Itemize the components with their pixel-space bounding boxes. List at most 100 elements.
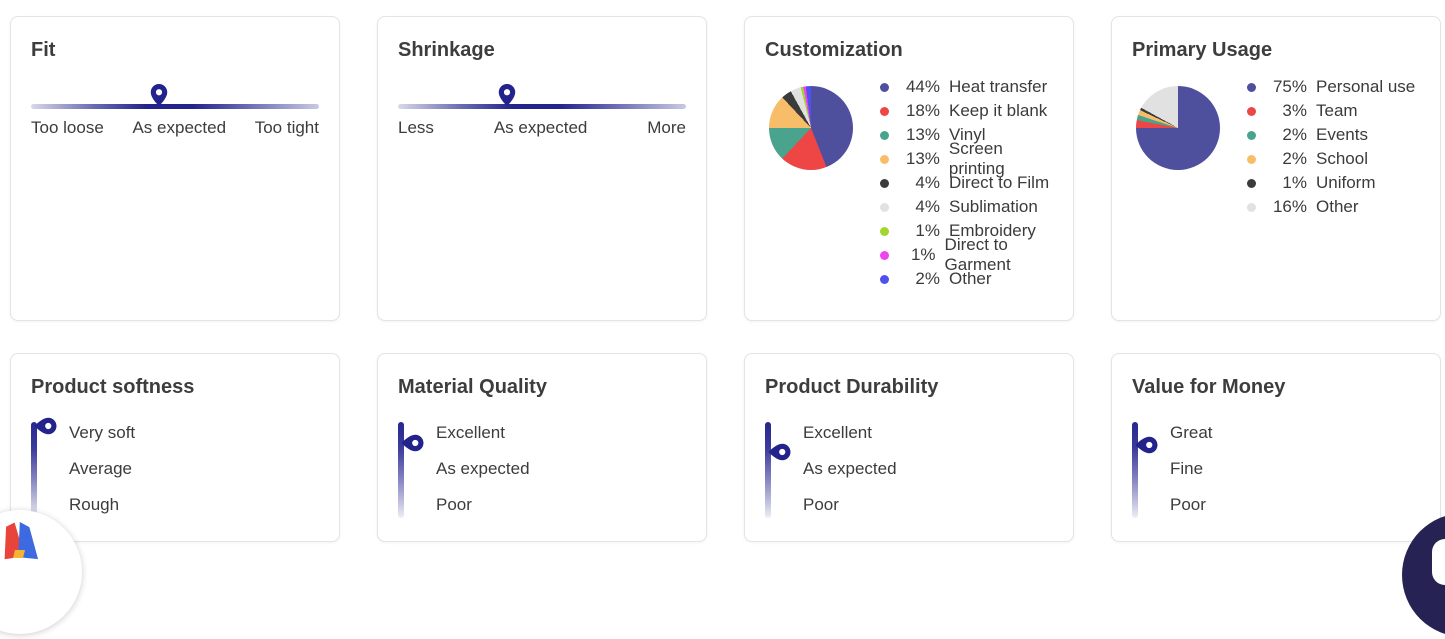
card-customization: Customization 44% Heat transfer 18% Keep it… [744,16,1074,321]
legend-dot-icon [880,178,889,188]
legend-percent: 4% [915,173,940,192]
card-title: Shrinkage [398,39,495,61]
legend-item: 2% School [1247,147,1415,171]
legend-item: 13% Screen printing [880,139,1063,178]
legend-percent: 4% [915,197,940,216]
slider-label-middle: Average [69,459,133,478]
slider-label-right: Too tight [254,118,319,137]
card-fit: Fit Too loose As expected Too tight [10,16,340,321]
legend-label: Personal use [1316,77,1416,96]
slider-label-middle: Fine [1170,459,1204,478]
legend-label: Team [1316,101,1358,120]
slider-track [31,422,37,518]
fit-slider: Too loose As expected Too tight [31,78,319,138]
marker-pin-icon [1135,436,1158,454]
primary-usage-pie-chart [1136,86,1220,170]
legend-percent: 44% [905,77,940,96]
brand-badge-button[interactable] [0,510,82,634]
legend-item: 44% Heat transfer [880,75,1063,99]
legend-dot-icon [1247,82,1256,92]
slider-label-top: Very soft [69,423,136,442]
marker-pin-icon [150,84,168,106]
slider-track [398,422,404,518]
marker-pin-icon [768,443,791,460]
card-product-softness: Product softness Very soft Average Rough [10,353,340,542]
legend-dot-icon [880,130,889,140]
durability-slider: Excellent As expected Poor [765,421,1053,523]
legend-item: 4% Sublimation [880,195,1063,219]
legend-label: Other [1316,197,1359,216]
legend-dot-icon [1247,106,1256,116]
legend-dot-icon [1247,130,1256,140]
legend-dot-icon [880,274,889,284]
legend-dot-icon [880,226,889,236]
legend-label: Sublimation [949,197,1038,216]
marker-pin-icon [499,84,516,106]
value-slider: Great Fine Poor [1132,421,1420,523]
legend-dot-icon [880,250,889,260]
customization-pie-chart [769,86,853,170]
slider-label-bottom: Poor [1170,495,1206,514]
slider-track [398,104,686,109]
card-title: Product Durability [765,376,939,398]
card-title: Customization [765,39,903,61]
legend-item: 4% Direct to Film [880,171,1063,195]
chat-bubble-icon [1432,539,1445,585]
legend-item: 1% Direct to Garment [880,235,1063,274]
legend-percent: 13% [905,149,940,168]
legend-item: 1% Uniform [1247,171,1415,195]
marker-pin-icon [34,417,57,435]
legend-dot-icon [880,202,889,212]
legend-dot-icon [880,82,889,92]
slider-label-left: Too loose [31,118,104,137]
legend-item: 13% Vinyl [880,123,1063,147]
slider-label-bottom: Rough [69,495,120,514]
card-shrinkage: Shrinkage Less As expected More [377,16,707,321]
legend-dot-icon [880,154,889,164]
legend-item: 2% Events [1247,123,1415,147]
legend-item: 16% Other [1247,195,1415,219]
card-title: Fit [31,39,56,61]
legend-percent: 2% [1282,149,1307,168]
pie-legend: 44% Heat transfer 18% Keep it blank 13% Vinyl… [880,75,1063,291]
slider-label-bottom: Poor [803,495,839,514]
legend-item: 18% Keep it blank [880,99,1063,123]
slider-label-bottom: Poor [436,495,472,514]
legend-label: Heat transfer [949,77,1048,96]
card-value-for-money: Value for Money Great Fine Poor [1111,353,1441,542]
card-product-durability: Product Durability Excellent As expected… [744,353,1074,542]
legend-item: 75% Personal use [1247,75,1415,99]
legend-label: Embroidery [949,221,1036,240]
legend-percent: 16% [1272,197,1307,216]
legend-dot-icon [1247,154,1256,164]
slider-track [1132,422,1138,518]
marker-pin-icon [401,434,424,452]
slider-track [765,422,771,518]
slider-track [31,104,319,109]
review-insights-grid: Fit Too loose As expected Too tight Shri… [10,16,1441,542]
card-title: Product softness [31,376,195,398]
card-material-quality: Material Quality Excellent As expected P… [377,353,707,542]
slider-label-top: Excellent [803,423,872,442]
legend-percent: 2% [915,269,940,288]
slider-label-center: As expected [132,118,227,137]
shrinkage-slider: Less As expected More [398,78,686,138]
legend-label: Events [1316,125,1368,144]
card-title: Primary Usage [1132,39,1273,61]
legend-label: Keep it blank [949,101,1048,120]
legend-dot-icon [1247,202,1256,212]
legend-label: School [1316,149,1368,168]
slider-label-top: Excellent [436,423,505,442]
legend-percent: 1% [915,221,940,240]
legend-label: Uniform [1316,173,1376,192]
brand-logo-icon [4,522,39,560]
legend-label: Other [949,269,992,288]
legend-percent: 1% [1282,173,1307,192]
slider-label-middle: As expected [803,459,897,478]
card-title: Material Quality [398,376,547,398]
legend-label: Screen printing [948,139,1005,178]
legend-dot-icon [880,106,889,116]
slider-label-top: Great [1170,423,1213,442]
slider-label-middle: As expected [436,459,530,478]
legend-percent: 3% [1282,101,1307,120]
